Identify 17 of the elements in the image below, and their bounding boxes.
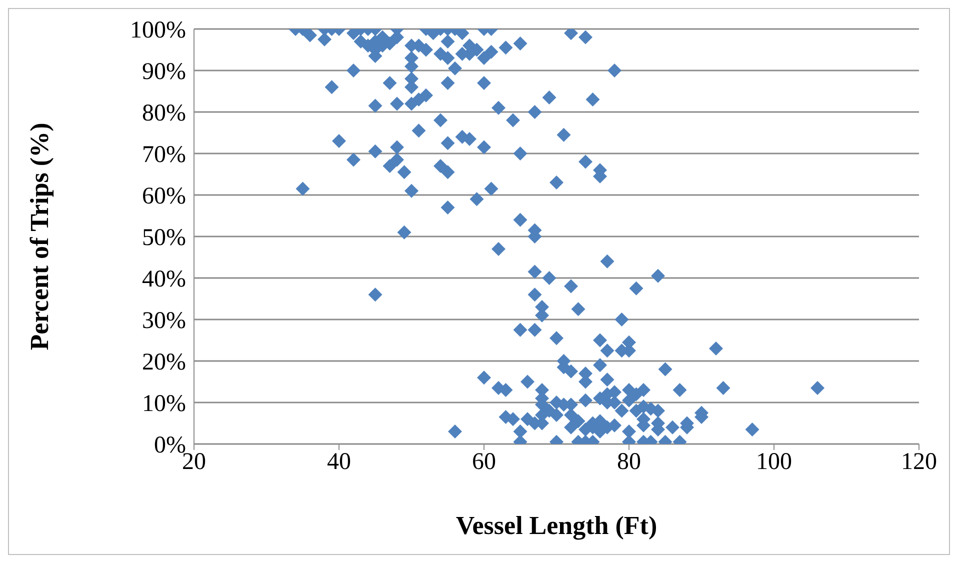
y-tick-label: 70% (142, 142, 186, 168)
y-tick-label: 50% (142, 225, 186, 252)
y-tick-label: 90% (142, 59, 186, 86)
y-tick-label: 60% (142, 184, 186, 210)
x-tick-label: 100 (756, 449, 792, 476)
y-tick-label: 80% (142, 100, 186, 127)
x-axis-title: Vessel Length (Ft) (456, 511, 658, 540)
y-tick-label: 20% (142, 350, 186, 376)
y-axis-title: Percent of Trips (%) (25, 122, 54, 350)
y-tick-label: 100% (130, 18, 186, 44)
x-tick-label: 60 (472, 449, 496, 476)
x-tick-label: 40 (327, 449, 351, 476)
x-tick-label: 80 (617, 449, 641, 476)
x-tick-label: 120 (901, 449, 937, 476)
y-tick-label: 30% (142, 308, 186, 334)
y-tick-label: 10% (142, 391, 186, 418)
y-tick-label: 40% (142, 266, 186, 293)
